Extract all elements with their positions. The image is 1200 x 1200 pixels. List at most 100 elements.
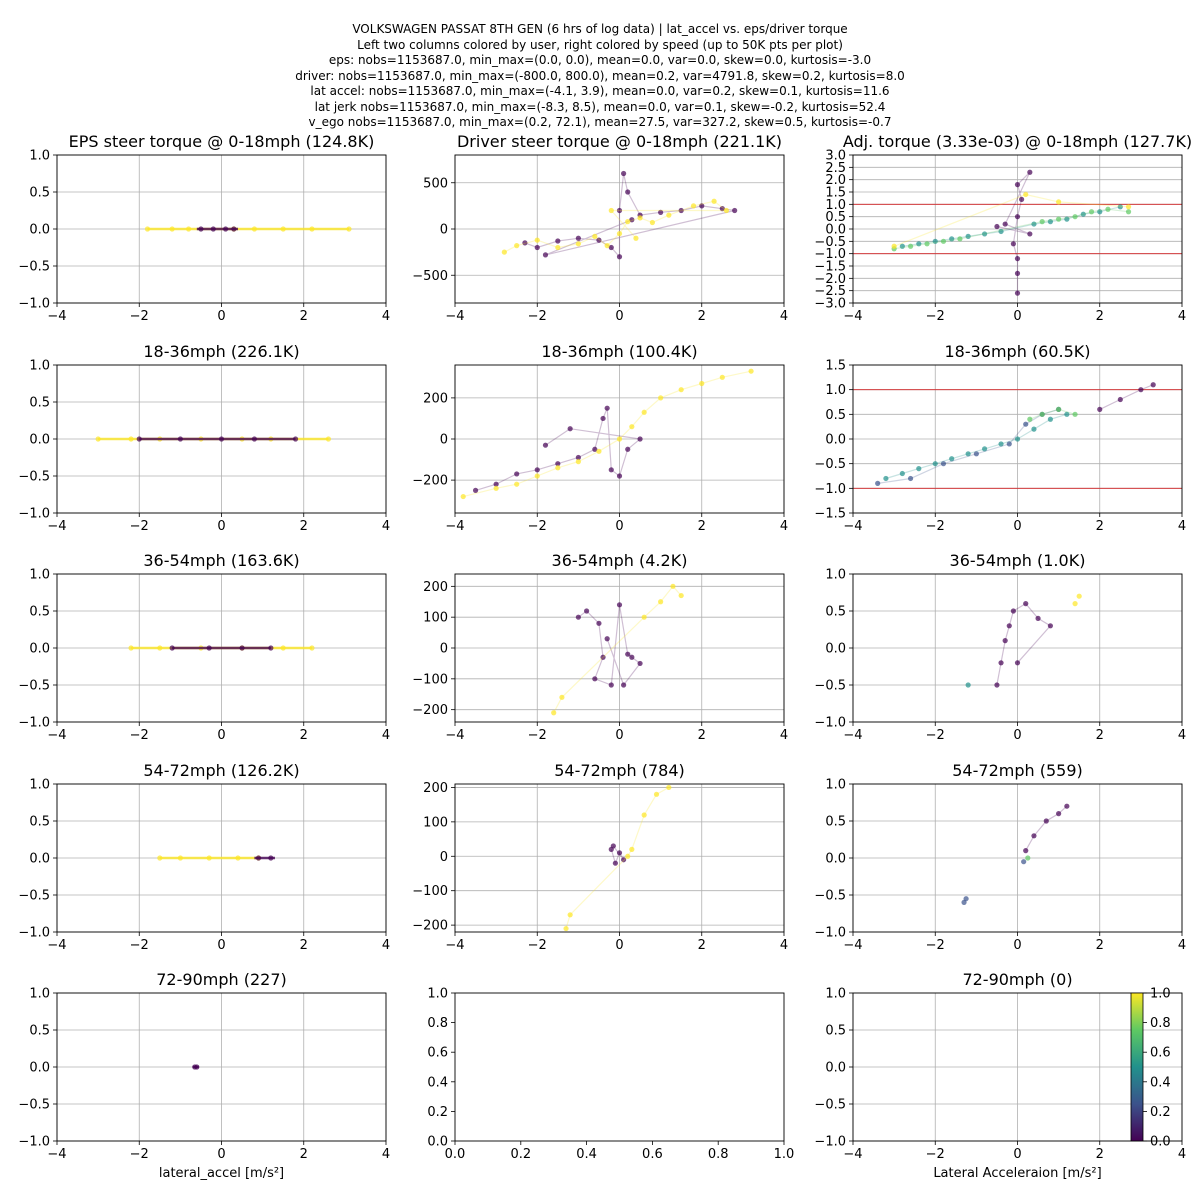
x-tick-label: −2 [130,728,149,743]
data-point [596,448,602,454]
subplot-title: 54-72mph (126.2K) [143,761,299,780]
x-tick-label: −2 [926,1147,945,1162]
data-point [186,226,192,232]
data-point [633,235,639,241]
x-tick-label: 4 [382,519,390,534]
data-point [666,784,672,791]
x-tick-label: −4 [843,309,862,324]
data-point [608,682,614,688]
data-point [1002,221,1008,227]
x-tick-label: 0 [1013,519,1021,534]
x-tick-label: −4 [445,938,464,953]
data-point [625,853,631,859]
y-tick-label: 0.0 [825,642,846,657]
data-point [699,203,705,209]
subplot-1-2: −4 −2 0 2 4 −500 0 500 Driver steer torque @ 0-1… [412,132,788,324]
x-tick-label: 4 [382,1147,390,1162]
x-tick-label: −2 [528,519,547,534]
data-point [567,426,573,432]
suptitle-line: v_ego nobs=1153687.0, min_max=(0.2, 72.1… [308,115,892,129]
data-point [1072,411,1078,417]
colorbar-tick-label: 0.0 [1150,1135,1171,1150]
suptitle-line: eps: nobs=1153687.0, min_max=(0.0, 0.0),… [328,53,872,67]
x-tick-label: 0 [1013,728,1021,743]
data-point [144,226,151,232]
data-point [940,461,947,467]
y-tick-label: 0.4 [427,1075,448,1090]
data-point [1117,396,1123,403]
data-point [555,238,561,244]
x-tick-label: 0 [1013,309,1021,324]
data-point [637,660,643,667]
x-tick-label: 0 [217,519,225,534]
data-point [666,212,672,218]
data-point [231,226,237,232]
point-trail [996,171,1031,294]
subplot-title: 18-36mph (226.1K) [143,342,299,361]
y-tick-label: 1.0 [825,778,846,793]
y-tick-label: 200 [423,391,448,406]
data-point [1031,221,1037,227]
data-point [932,461,938,467]
scatter-points [144,226,352,232]
data-point [608,207,614,214]
data-point [1125,204,1132,210]
y-tick-label: −500 [412,269,448,284]
subplot-title: 54-72mph (559) [952,761,1082,780]
scatter-points [501,170,738,260]
data-point [994,223,1000,230]
y-tick-label: −0.5 [814,235,846,250]
data-point [268,645,274,651]
data-point [239,645,245,651]
x-tick-label: −2 [130,938,149,953]
subplot-3-1: −4 −2 0 2 4 −1.0 −0.5 0.0 0.5 1.0 36-54mph (163.6K… [18,551,390,743]
data-point [629,424,635,430]
y-tick-label: −1.0 [814,482,846,497]
data-point [1021,859,1027,865]
data-point [596,620,602,626]
data-point [641,409,647,415]
y-tick-label: −1.0 [18,1135,50,1150]
x-tick-label: 4 [780,519,788,534]
y-tick-label: 0.5 [29,396,50,411]
data-point [678,207,684,214]
data-point [292,436,299,442]
x-tick-label: 0 [615,728,623,743]
data-point [616,473,623,479]
y-tick-label: −1.0 [18,297,50,312]
y-tick-label: 0.0 [29,223,50,238]
x-tick-label: 2 [300,938,308,953]
data-point [641,614,647,620]
subplot-4-3: −4 −2 0 2 4 −1.0 −0.5 0.0 0.5 1.0 54-72mph (559) [814,761,1186,953]
x-tick-label: −2 [528,309,547,324]
y-tick-label: 0.0 [29,642,50,657]
y-tick-label: −100 [412,884,448,899]
data-point [592,233,598,239]
colorbar-tick-label: 0.4 [1150,1075,1171,1090]
suptitle-line: lat accel: nobs=1153687.0, min_max=(-4.1… [310,84,890,98]
data-point [551,710,557,716]
data-point [1125,209,1132,215]
data-point [1047,623,1053,629]
data-point [957,236,963,242]
x-tick-label: 0 [615,309,623,324]
x-tick-label: −2 [528,728,547,743]
point-trail [996,602,1052,686]
y-tick-label: 1.0 [825,383,846,398]
x-tick-label: −4 [47,519,66,534]
colorbar-gradient [1130,992,1144,1142]
data-point [711,198,717,204]
data-point [1014,290,1021,296]
data-point [723,207,730,214]
data-point [1150,382,1156,388]
data-point [251,226,257,232]
y-tick-label: −200 [412,474,448,489]
x-tick-label: −4 [445,728,464,743]
data-point [629,654,635,660]
data-point [575,454,581,461]
data-point [575,459,581,465]
colorbar-tick-label: 0.2 [1150,1105,1171,1120]
scatter-points [563,784,672,932]
y-tick-label: 0.0 [29,433,50,448]
